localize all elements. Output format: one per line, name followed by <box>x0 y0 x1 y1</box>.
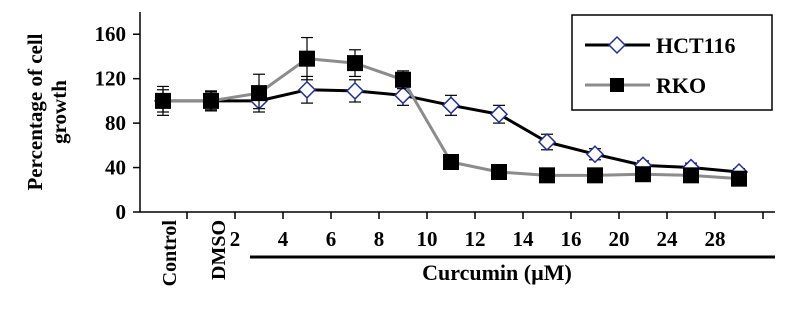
y-tick-label: 40 <box>105 156 126 180</box>
data-point <box>683 167 699 184</box>
x-axis-ticks <box>186 212 764 219</box>
x-category-label: 10 <box>417 227 438 251</box>
x-category-labels: Control DMSO 2 4 6 8 10 12 14 16 20 24 28 <box>159 220 726 287</box>
data-point <box>587 167 603 184</box>
x-category-label: DMSO <box>208 220 230 280</box>
data-point <box>443 154 459 170</box>
series-layer <box>153 36 749 187</box>
data-point <box>347 55 363 72</box>
y-tick-label: 120 <box>95 67 127 91</box>
data-point <box>251 85 267 102</box>
x-category-label: 4 <box>278 227 289 251</box>
x-category-label: 2 <box>230 227 241 251</box>
data-point <box>731 170 747 187</box>
x-category-label: 14 <box>513 227 535 251</box>
data-point <box>299 50 315 67</box>
y-axis-ticks: 0 40 80 120 160 <box>95 22 140 224</box>
legend-marker-rko <box>610 78 624 92</box>
x-category-label: 6 <box>326 227 337 251</box>
x-category-label: 16 <box>561 227 582 251</box>
x-category-label: 8 <box>374 227 385 251</box>
x-category-label: Control <box>159 220 181 287</box>
data-point <box>489 105 509 124</box>
data-point <box>393 86 413 105</box>
legend-box <box>571 14 773 111</box>
y-tick-label: 160 <box>95 22 127 46</box>
data-point <box>345 81 365 100</box>
data-point <box>585 145 605 164</box>
x-category-label: 20 <box>609 227 630 251</box>
data-point <box>203 92 219 109</box>
data-point <box>491 164 507 180</box>
x-category-label: 12 <box>465 227 486 251</box>
y-axis-title-line-2: growth <box>47 80 71 144</box>
data-point <box>537 132 557 152</box>
y-tick-label: 0 <box>116 200 127 224</box>
x-category-label: 24 <box>657 227 679 251</box>
x-category-label: 28 <box>705 227 726 251</box>
series-rko <box>155 36 747 187</box>
y-axis-title-line-1: Percentage of cell <box>23 33 47 190</box>
legend-label-hct116: HCT116 <box>656 33 735 58</box>
data-point <box>539 167 555 184</box>
legend: HCT116 RKO <box>571 14 773 111</box>
data-point <box>441 96 461 115</box>
x-axis-title: Curcumin (µM) <box>422 260 572 285</box>
data-point <box>155 92 171 109</box>
data-point <box>395 71 411 88</box>
data-point <box>297 80 317 99</box>
legend-label-rko: RKO <box>656 73 706 98</box>
y-tick-label: 80 <box>105 111 126 135</box>
data-point <box>635 166 651 183</box>
legend-marker-hct116 <box>607 35 627 55</box>
